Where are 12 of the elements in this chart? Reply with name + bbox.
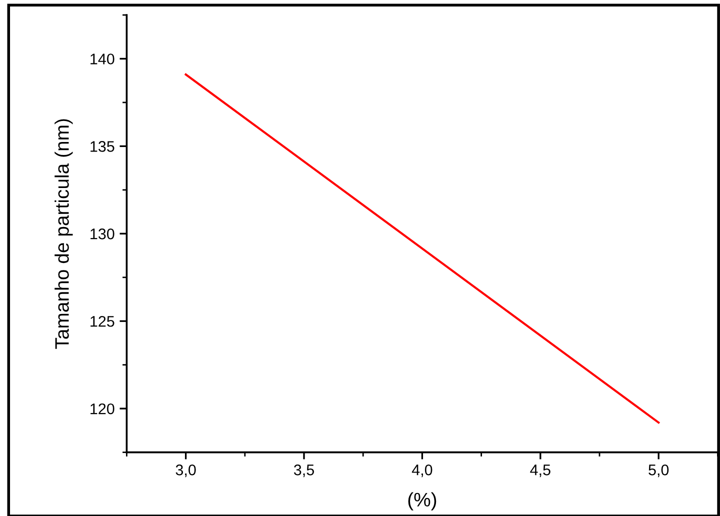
y-tick-label: 135 — [90, 141, 114, 152]
y-tick-label: 125 — [90, 316, 114, 327]
y-tick-label: 140 — [90, 54, 114, 64]
y-tick-label: 120 — [90, 403, 114, 414]
x-axis-title: (%) — [408, 492, 436, 510]
x-tick-label: 3,5 — [294, 464, 314, 478]
x-tick-label: 4,5 — [530, 464, 550, 478]
x-tick-label: 3,0 — [176, 464, 196, 478]
x-tick-label: 4,0 — [412, 464, 432, 478]
x-tick-label: 5,0 — [648, 464, 669, 478]
y-tick-label: 130 — [90, 228, 114, 240]
y-axis-title: Tamanho de particula (nm) — [54, 119, 73, 349]
